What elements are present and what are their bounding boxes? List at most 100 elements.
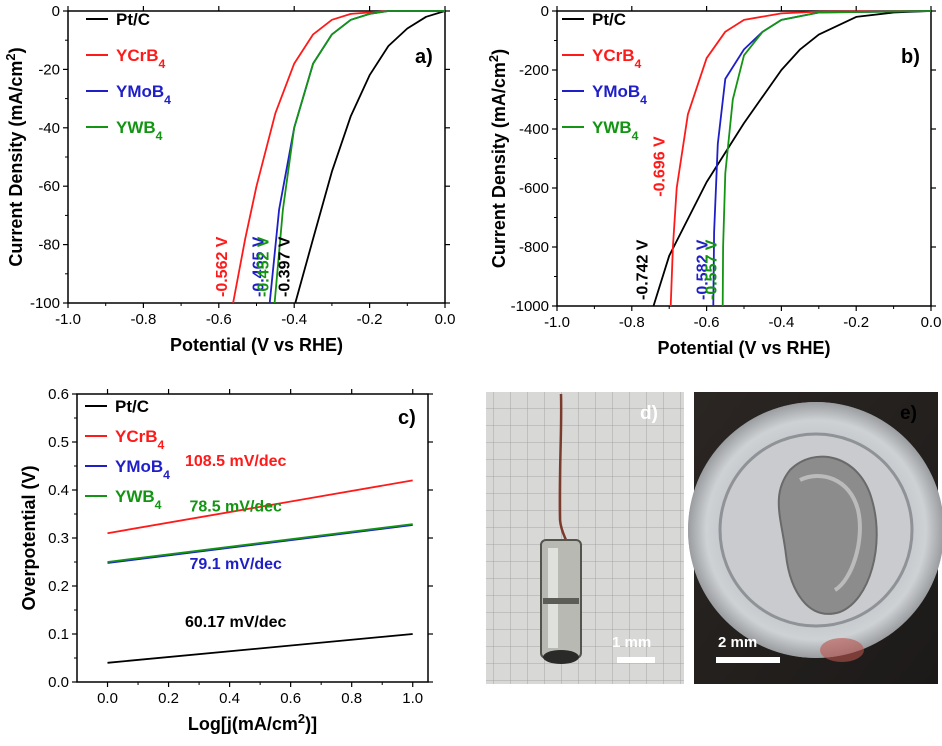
panel-d-label: d) — [640, 403, 658, 424]
text-part: YMoB — [115, 457, 163, 476]
subscript: 4 — [164, 93, 171, 107]
text-part: Current Density (mA/cm — [6, 61, 26, 267]
series-line-ycrb4 — [669, 10, 932, 307]
legend-label: YMoB4 — [115, 457, 170, 482]
text-part: YCrB — [115, 427, 158, 446]
legend-label: YCrB4 — [592, 46, 642, 71]
x-tick-label: 0.8 — [341, 690, 362, 707]
y-tick-label: -100 — [30, 295, 60, 312]
subscript: 4 — [159, 57, 166, 71]
legend-label: YMoB4 — [592, 82, 647, 107]
text-part: ) — [489, 49, 509, 55]
y-tick-label: 0 — [541, 3, 549, 20]
x-tick-label: 0.0 — [921, 314, 942, 331]
text-part: Pt/C — [592, 10, 626, 29]
panel-a: -1.0 -0.8 -0.6 -0.4 -0.2 0.0 -100 -80 -60 -40 -20 0… — [3, 3, 456, 355]
panel-d-scale-bar — [617, 657, 655, 663]
series-line-ymob4 — [712, 10, 932, 307]
legend-label: Pt/C — [116, 10, 150, 29]
x-tick-label: 0.0 — [97, 690, 118, 707]
y-tick-label: 0.2 — [48, 578, 69, 595]
panel-e-label: e) — [900, 403, 917, 424]
subscript: 4 — [158, 438, 165, 452]
series-line-ycrb4 — [232, 10, 445, 304]
legend-label: YMoB4 — [116, 82, 171, 107]
text-part: YCrB — [116, 46, 159, 65]
text-part: YWB — [592, 118, 632, 137]
panel-d-scale-label: 1 mm — [612, 634, 651, 651]
x-axis-label: Potential (V vs RHE) — [170, 335, 343, 355]
y-tick-label: -60 — [38, 178, 60, 195]
x-tick-label: -1.0 — [544, 314, 570, 331]
electrode-tip — [543, 650, 579, 664]
y-tick-label: -800 — [519, 239, 549, 256]
text-part: YMoB — [116, 82, 164, 101]
subscript: 4 — [632, 129, 639, 143]
text-part: YWB — [116, 118, 156, 137]
electrode-band — [543, 598, 579, 604]
text-part: Pt/C — [116, 10, 150, 29]
y-tick-label: 0.0 — [48, 674, 69, 691]
text-part: YMoB — [592, 82, 640, 101]
x-tick-label: -0.6 — [694, 314, 720, 331]
series-line-ptc — [294, 10, 446, 304]
onset-annotation: -0.562 V — [214, 236, 231, 297]
y-tick-label: 0.5 — [48, 434, 69, 451]
y-tick-label: 0.6 — [48, 386, 69, 403]
x-tick-label: -0.6 — [206, 311, 232, 328]
series-line-ycrb4 — [107, 479, 413, 535]
series-line-ywb4 — [107, 523, 413, 563]
red-spot — [820, 638, 864, 662]
y-axis-label: Current Density (mA/cm2) — [486, 49, 510, 268]
graph-paper-grid — [486, 392, 684, 684]
onset-annotation: -0.452 V — [256, 236, 273, 297]
text-part: ) — [6, 47, 26, 53]
subscript: 4 — [163, 468, 170, 482]
x-tick-label: -0.2 — [357, 311, 383, 328]
series-line-ymob4 — [107, 524, 413, 564]
text-part: YCrB — [592, 46, 635, 65]
slope-annotation: 79.1 mV/dec — [189, 556, 282, 573]
legend-label: YWB4 — [592, 118, 639, 143]
series-line-ywb4 — [721, 10, 932, 307]
y-tick-label: -200 — [519, 62, 549, 79]
x-tick-label: 1.0 — [402, 690, 423, 707]
crystal-highlight — [799, 474, 862, 592]
y-axis-label: Overpotential (V) — [19, 465, 39, 610]
panel-e-photo: e) 2 mm — [688, 392, 942, 684]
slope-annotation: 78.5 mV/dec — [189, 499, 282, 516]
y-tick-label: 0 — [52, 3, 60, 20]
series-line-ywb4 — [273, 10, 445, 304]
x-tick-label: 0.0 — [435, 311, 456, 328]
x-tick-label: -0.8 — [130, 311, 156, 328]
subscript: 4 — [155, 498, 162, 512]
x-tick-label: -0.8 — [619, 314, 645, 331]
x-tick-label: 0.2 — [158, 690, 179, 707]
panel-e-scale-bar — [716, 657, 780, 663]
slope-annotation: 108.5 mV/dec — [185, 453, 287, 470]
onset-annotation: -0.465 V — [251, 236, 268, 297]
text-part: )] — [305, 714, 317, 734]
panel-label: a) — [415, 46, 433, 68]
subscript: 4 — [635, 57, 642, 71]
legend-label: YWB4 — [116, 118, 163, 143]
y-tick-label: -1000 — [511, 298, 549, 315]
text-part: Current Density (mA/cm — [489, 62, 509, 268]
x-tick-label: -1.0 — [55, 311, 81, 328]
legend-label: YCrB4 — [116, 46, 166, 71]
subscript: 4 — [156, 129, 163, 143]
series-line-ptc — [652, 10, 932, 307]
y-tick-label: 0.4 — [48, 482, 69, 499]
x-tick-label: -0.4 — [768, 314, 794, 331]
x-tick-label: -0.4 — [281, 311, 307, 328]
y-tick-label: -40 — [38, 120, 60, 137]
series-line-ptc — [107, 633, 413, 664]
slope-annotation: 60.17 mV/dec — [185, 614, 287, 631]
legend-label: YWB4 — [115, 487, 162, 512]
superscript: 2 — [298, 711, 305, 726]
panel-label: c) — [398, 407, 416, 429]
x-tick-label: 0.4 — [219, 690, 240, 707]
panel-d-photo: d) 1 mm — [486, 392, 684, 684]
superscript: 2 — [3, 53, 18, 60]
